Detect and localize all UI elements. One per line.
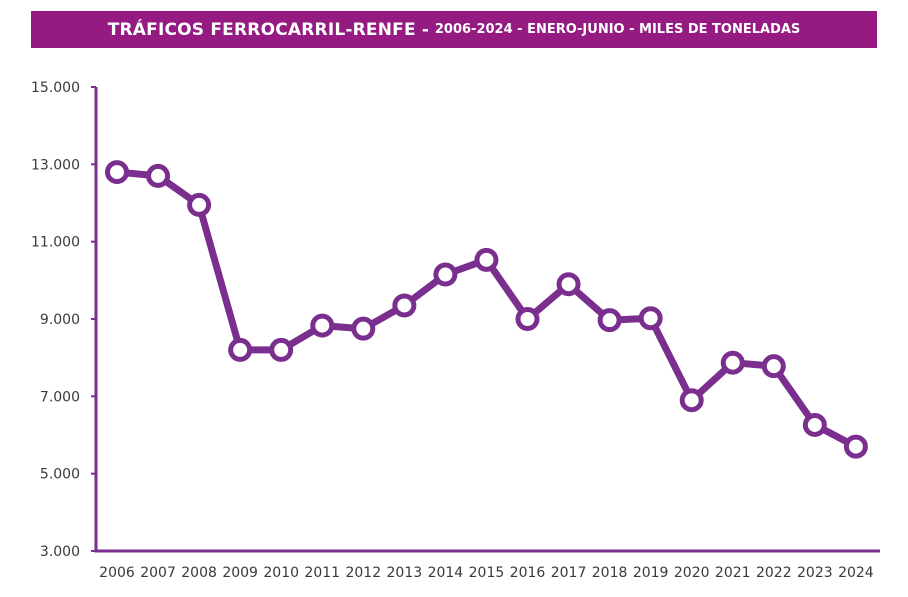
data-point: [187, 192, 212, 217]
x-axis-ticks: 2006 2007 2008 2009 2010 2011 2012 2013 2014 2015…: [99, 565, 874, 581]
x-tick-label: 2017: [551, 565, 587, 581]
data-point: [843, 434, 868, 459]
data-point: [269, 337, 294, 362]
data-point: [761, 354, 786, 379]
y-tick-label: 11.000: [31, 235, 80, 251]
data-point: [146, 163, 171, 188]
chart-title-separator: -: [421, 19, 429, 40]
data-point: [679, 388, 704, 413]
x-tick-label: 2009: [222, 565, 258, 581]
x-tick-label: 2015: [469, 565, 505, 581]
x-tick-label: 2010: [263, 565, 299, 581]
data-point: [638, 306, 663, 331]
y-axis-ticks: 3.000 5.000 7.000 9.000 11.000 13.000 15.000: [31, 80, 96, 560]
data-point: [515, 307, 540, 331]
x-tick-label: 2021: [715, 565, 751, 581]
x-tick-label: 2023: [797, 565, 833, 581]
data-point: [351, 316, 376, 341]
data-point: [228, 337, 253, 362]
data-point: [392, 293, 417, 318]
y-tick-label: 5.000: [40, 467, 80, 483]
chart-title-bar: TRÁFICOS FERROCARRIL-RENFE - 2006-2024 -…: [31, 11, 877, 48]
chart-title: TRÁFICOS FERROCARRIL-RENFE: [107, 19, 416, 40]
y-tick-label: 15.000: [31, 80, 80, 96]
data-point: [474, 247, 499, 272]
x-tick-label: 2019: [633, 565, 669, 581]
chart-subtitle: 2006-2024 - ENERO-JUNIO - MILES DE TONEL…: [434, 22, 801, 37]
x-tick-label: 2011: [304, 565, 340, 581]
y-tick-label: 3.000: [40, 544, 80, 560]
x-tick-label: 2014: [428, 565, 464, 581]
x-tick-label: 2016: [510, 565, 546, 581]
x-tick-label: 2022: [756, 565, 792, 581]
y-tick-label: 7.000: [40, 389, 80, 405]
chart-axes: [94, 87, 880, 553]
x-tick-label: 2012: [345, 565, 381, 581]
data-point: [556, 272, 581, 297]
data-point: [802, 412, 827, 437]
series-layer: [105, 160, 868, 459]
data-point: [105, 160, 129, 185]
x-tick-label: 2008: [181, 565, 217, 581]
x-tick-label: 2024: [838, 565, 874, 581]
x-tick-label: 2013: [387, 565, 423, 581]
data-point: [597, 308, 622, 333]
x-tick-label: 2006: [99, 565, 135, 581]
y-tick-label: 9.000: [40, 312, 80, 328]
data-point: [310, 313, 335, 338]
y-tick-label: 13.000: [31, 157, 80, 173]
x-tick-label: 2018: [592, 565, 628, 581]
x-tick-label: 2020: [674, 565, 710, 581]
x-tick-label: 2007: [140, 565, 176, 581]
data-point: [720, 350, 745, 375]
series-line: [113, 168, 860, 451]
data-point: [433, 262, 458, 287]
